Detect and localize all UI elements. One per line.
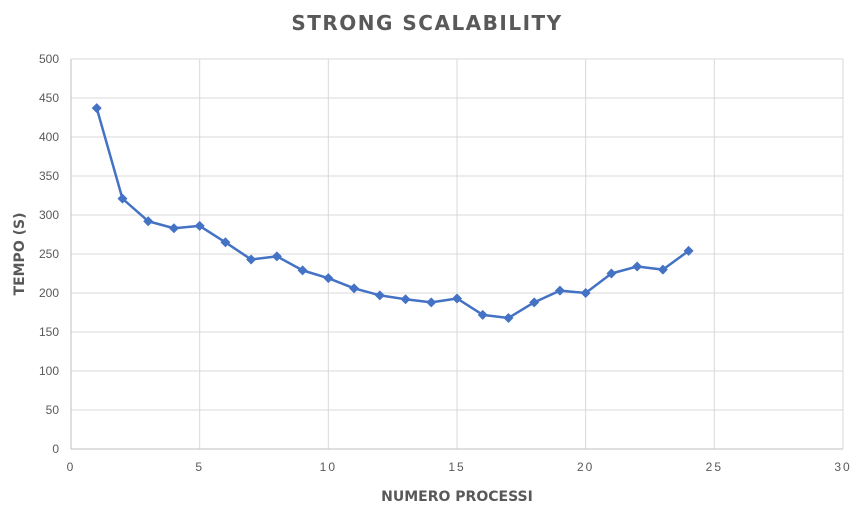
data-point xyxy=(194,220,205,231)
data-point xyxy=(117,193,128,204)
data-point xyxy=(503,312,514,323)
x-tick-label: 5 xyxy=(195,460,204,474)
x-axis-title: NUMERO PROCESSI xyxy=(381,489,533,505)
data-point xyxy=(271,251,282,262)
data-point xyxy=(91,103,102,114)
data-point xyxy=(452,293,462,304)
y-tick-label: 0 xyxy=(52,442,59,456)
data-point xyxy=(554,285,565,296)
data-point xyxy=(168,223,179,234)
y-tick-label: 450 xyxy=(39,91,59,105)
series-line xyxy=(95,107,690,320)
y-tick-labels: 0 50 100 150 200 250 300 350 400 450 500 xyxy=(39,52,59,456)
data-point xyxy=(606,268,617,279)
y-tick-label: 400 xyxy=(39,130,59,144)
data-point xyxy=(143,216,154,227)
y-tick-label: 500 xyxy=(39,52,59,66)
data-point xyxy=(323,273,334,284)
x-tick-label: 20 xyxy=(577,460,594,474)
data-point xyxy=(529,297,540,308)
data-point xyxy=(657,264,668,275)
data-point xyxy=(580,288,591,298)
y-tick-label: 50 xyxy=(46,403,60,417)
chart-title: STRONG SCALABILITY xyxy=(291,11,562,35)
data-point xyxy=(297,265,308,276)
series xyxy=(91,103,694,323)
data-point xyxy=(683,245,694,256)
y-tick-label: 100 xyxy=(39,364,59,378)
x-tick-label: 25 xyxy=(706,460,723,474)
x-tick-label: 0 xyxy=(67,460,76,474)
x-tick-labels: 0 5 10 15 20 25 30 xyxy=(67,460,851,474)
y-tick-label: 200 xyxy=(39,286,59,300)
data-point xyxy=(374,290,385,301)
axes xyxy=(70,59,843,450)
data-point xyxy=(477,309,488,320)
gridlines xyxy=(71,58,844,449)
x-tick-label: 15 xyxy=(448,460,465,474)
x-tick-label: 30 xyxy=(834,460,851,474)
y-tick-label: 250 xyxy=(39,247,59,261)
data-point xyxy=(246,254,257,265)
y-axis-title: TEMPO (S) xyxy=(12,213,28,296)
data-point xyxy=(426,297,437,308)
data-point xyxy=(349,283,360,294)
data-point xyxy=(400,294,411,305)
data-point xyxy=(220,237,231,248)
y-tick-label: 300 xyxy=(39,208,59,222)
y-tick-label: 350 xyxy=(39,169,59,183)
y-tick-label: 150 xyxy=(39,325,59,339)
data-point xyxy=(632,261,643,272)
x-tick-label: 10 xyxy=(320,460,337,474)
